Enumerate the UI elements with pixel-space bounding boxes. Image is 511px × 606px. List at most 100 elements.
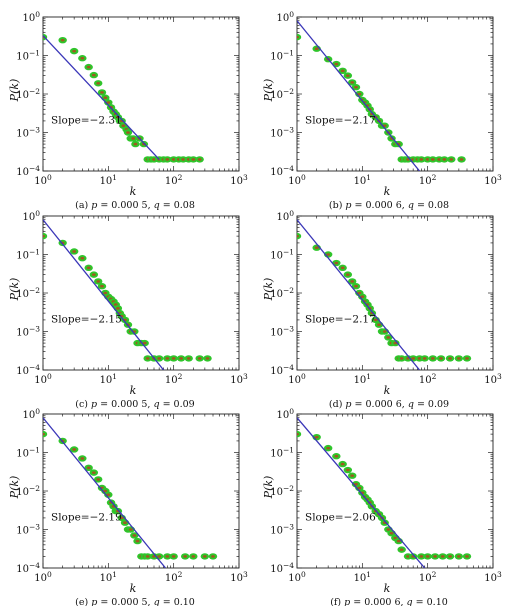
x-tick-label: 100 bbox=[34, 570, 52, 584]
data-point-core bbox=[142, 341, 147, 345]
data-point-core bbox=[100, 284, 104, 288]
x-axis-label: k bbox=[130, 582, 137, 595]
y-tick-label: 10−2 bbox=[270, 484, 294, 498]
data-point-core bbox=[135, 539, 140, 543]
x-axis-label: k bbox=[130, 384, 137, 397]
data-point-core bbox=[171, 158, 176, 161]
slope-annotation: Slope=−2.15 bbox=[51, 313, 122, 325]
data-point-core bbox=[399, 357, 404, 360]
data-point-core bbox=[419, 555, 424, 558]
data-point-core bbox=[80, 457, 85, 460]
data-point-core bbox=[165, 357, 170, 360]
data-point-core bbox=[145, 357, 150, 360]
x-tick-label: 103 bbox=[230, 173, 248, 187]
data-point-core bbox=[334, 454, 339, 458]
y-tick-label: 10−4 bbox=[16, 561, 40, 575]
data-point-core bbox=[91, 471, 96, 474]
data-point-core bbox=[197, 357, 202, 360]
plot-frame bbox=[296, 16, 494, 172]
data-point-core bbox=[357, 92, 362, 96]
data-point-core bbox=[425, 158, 430, 161]
data-point-core bbox=[132, 534, 137, 537]
data-point-core bbox=[459, 158, 464, 161]
y-tick-label: 10−4 bbox=[270, 164, 294, 178]
data-point-core bbox=[86, 266, 91, 270]
panel-caption: (c) p = 0.000 5, q = 0.09 bbox=[75, 399, 194, 410]
data-point-core bbox=[334, 261, 339, 265]
data-point-core bbox=[439, 357, 443, 360]
data-point-core bbox=[345, 74, 350, 77]
y-tick-label: 10−3 bbox=[270, 325, 294, 339]
y-axis-label: P(k) bbox=[262, 278, 275, 302]
data-point-core bbox=[91, 273, 96, 276]
data-point-core bbox=[113, 303, 118, 306]
y-tick-label: 10−2 bbox=[270, 87, 294, 101]
data-point-core bbox=[373, 318, 378, 322]
data-point-core bbox=[133, 142, 138, 146]
data-point-core bbox=[157, 357, 162, 360]
data-point-core bbox=[382, 330, 387, 333]
data-point-core bbox=[448, 357, 452, 360]
data-point-core bbox=[350, 81, 355, 84]
fit-line bbox=[43, 35, 160, 160]
y-tick-label: 10−1 bbox=[16, 49, 40, 63]
scatter-series bbox=[43, 430, 218, 560]
x-tick-label: 102 bbox=[419, 372, 437, 386]
scatter-series bbox=[297, 430, 472, 560]
data-point-core bbox=[345, 468, 350, 472]
data-point-core bbox=[202, 555, 207, 558]
data-point-core bbox=[145, 555, 150, 558]
data-point-core bbox=[181, 158, 186, 161]
y-tick-label: 10−1 bbox=[16, 446, 40, 460]
data-point bbox=[43, 430, 48, 438]
y-tick-label: 100 bbox=[276, 209, 294, 223]
x-axis-label: k bbox=[384, 185, 391, 198]
data-point-core bbox=[442, 158, 447, 161]
data-point-core bbox=[354, 482, 358, 486]
data-point-core bbox=[357, 486, 362, 490]
scatter-series bbox=[43, 232, 212, 362]
data-point-core bbox=[121, 124, 126, 128]
x-tick-label: 103 bbox=[484, 570, 502, 584]
data-point-core bbox=[60, 38, 65, 42]
x-tick-label: 101 bbox=[100, 372, 118, 386]
data-point-core bbox=[126, 131, 130, 134]
y-tick-label: 10−1 bbox=[16, 248, 40, 262]
data-point-core bbox=[433, 555, 438, 558]
data-point-core bbox=[449, 158, 454, 161]
y-tick-label: 10−3 bbox=[270, 126, 294, 140]
data-point-core bbox=[314, 246, 319, 250]
data-point-core bbox=[72, 49, 77, 53]
x-tick-label: 102 bbox=[165, 372, 183, 386]
plot-frame bbox=[42, 413, 240, 569]
data-point-core bbox=[165, 158, 170, 161]
data-point-core bbox=[80, 256, 85, 260]
panel-caption: (d) p = 0.000 6, q = 0.09 bbox=[329, 399, 449, 410]
y-tick-label: 10−1 bbox=[270, 49, 294, 63]
data-point-core bbox=[465, 555, 469, 558]
data-point-core bbox=[314, 435, 319, 439]
data-point-core bbox=[354, 284, 358, 288]
data-point-core bbox=[72, 250, 77, 253]
y-axis-label: P(k) bbox=[8, 79, 21, 103]
data-point-core bbox=[96, 81, 101, 85]
y-tick-label: 10−4 bbox=[16, 363, 40, 377]
y-tick-label: 10−4 bbox=[16, 164, 40, 178]
scatter-series bbox=[297, 33, 466, 163]
data-point-core bbox=[417, 357, 422, 360]
chart-panel: 100 101 102 103 100 10−1 10−2 10−3 10−4 k P(k) Slop… bbox=[8, 10, 248, 211]
plot-frame bbox=[296, 215, 494, 371]
x-tick-label: 100 bbox=[34, 372, 52, 386]
x-tick-label: 101 bbox=[354, 570, 372, 584]
data-point-core bbox=[183, 555, 188, 558]
data-point-core bbox=[357, 291, 362, 295]
data-point-core bbox=[422, 357, 427, 360]
y-tick-label: 10−3 bbox=[16, 126, 40, 140]
data-point-core bbox=[350, 280, 355, 283]
data-point-core bbox=[171, 555, 176, 558]
data-point-core bbox=[191, 555, 196, 558]
data-point-core bbox=[128, 528, 133, 531]
data-point-core bbox=[103, 291, 108, 295]
scatter-series bbox=[297, 232, 472, 362]
x-tick-label: 101 bbox=[354, 173, 372, 187]
